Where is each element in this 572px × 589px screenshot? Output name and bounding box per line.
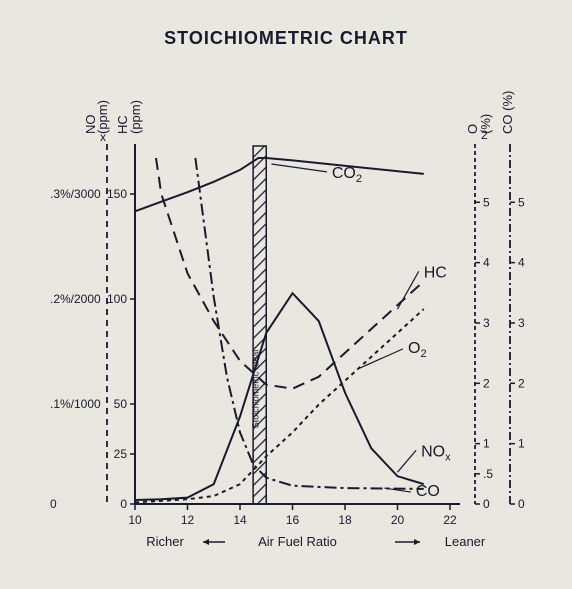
- svg-text:3: 3: [518, 316, 525, 330]
- chart-title: STOICHIOMETRIC CHART: [0, 0, 572, 59]
- svg-text:1: 1: [483, 437, 490, 451]
- svg-text:(ppm): (ppm): [128, 100, 143, 134]
- svg-text:14: 14: [233, 513, 247, 527]
- svg-text:1: 1: [518, 437, 525, 451]
- svg-text:.2%/2000: .2%/2000: [50, 292, 101, 306]
- svg-text:O2: O2: [408, 340, 427, 360]
- svg-text:3: 3: [483, 316, 490, 330]
- svg-text:4: 4: [518, 256, 525, 270]
- svg-text:50: 50: [114, 397, 128, 411]
- svg-text:Leaner: Leaner: [445, 534, 486, 549]
- svg-text:CO (%): CO (%): [500, 91, 515, 134]
- svg-text:Richer: Richer: [146, 534, 184, 549]
- svg-text:NOx: NOx: [421, 443, 451, 463]
- svg-text:0: 0: [483, 497, 490, 511]
- svg-text:(ppm): (ppm): [95, 100, 110, 134]
- svg-text:18: 18: [338, 513, 352, 527]
- svg-text:100: 100: [107, 292, 127, 306]
- svg-text:0: 0: [50, 497, 57, 511]
- chart-area: Stoichiometric Ideal10121416182022Richer…: [0, 59, 572, 579]
- svg-text:2: 2: [518, 376, 525, 390]
- svg-text:Air Fuel Ratio: Air Fuel Ratio: [258, 534, 337, 549]
- svg-text:20: 20: [391, 513, 405, 527]
- svg-text:(%): (%): [478, 114, 493, 134]
- svg-text:2: 2: [483, 376, 490, 390]
- svg-text:.1%/1000: .1%/1000: [50, 397, 101, 411]
- svg-text:22: 22: [443, 513, 457, 527]
- svg-text:25: 25: [114, 447, 128, 461]
- svg-text:5: 5: [518, 195, 525, 209]
- svg-text:150: 150: [107, 187, 127, 201]
- svg-text:0: 0: [120, 497, 127, 511]
- svg-text:5: 5: [483, 195, 490, 209]
- svg-text:CO: CO: [416, 483, 440, 500]
- svg-text:4: 4: [483, 256, 490, 270]
- svg-text:.5: .5: [483, 467, 493, 481]
- svg-text:16: 16: [286, 513, 300, 527]
- svg-text:12: 12: [181, 513, 195, 527]
- svg-text:.3%/3000: .3%/3000: [50, 187, 101, 201]
- svg-text:10: 10: [128, 513, 142, 527]
- svg-text:HC: HC: [424, 264, 447, 281]
- svg-text:0: 0: [518, 497, 525, 511]
- svg-text:Stoichiometric Ideal: Stoichiometric Ideal: [251, 350, 261, 429]
- chart-svg: Stoichiometric Ideal10121416182022Richer…: [0, 59, 572, 579]
